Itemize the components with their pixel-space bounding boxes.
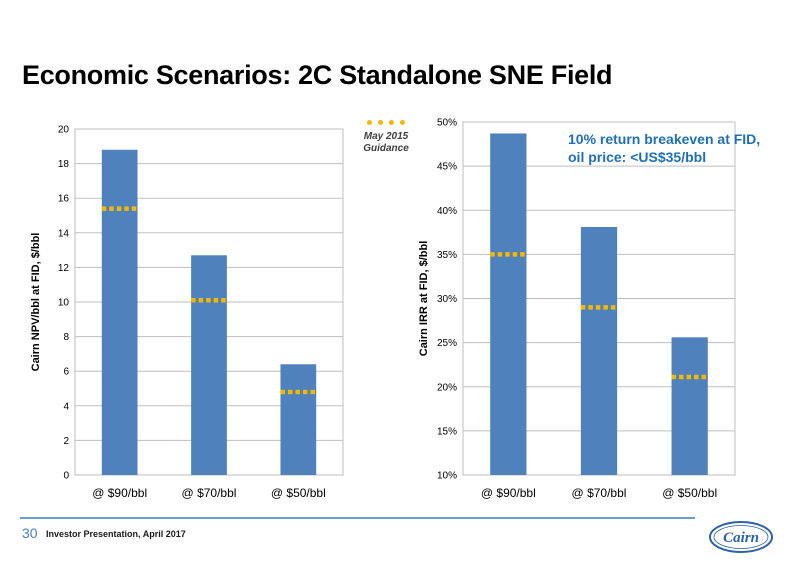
y-axis-label: Cairn IRR at FID, $/bbl — [418, 241, 430, 357]
y-tick-label: 45% — [437, 162, 457, 173]
guidance-legend-label-line2: Guidance — [363, 143, 409, 154]
y-axis-label: Cairn NPV/bbl at FID, $/bbl — [30, 233, 42, 372]
x-tick-label: @ $70/bbl — [182, 486, 237, 500]
y-tick-label: 20 — [58, 125, 70, 136]
x-tick-label: @ $70/bbl — [572, 486, 627, 500]
y-tick-label: 18 — [58, 159, 70, 170]
breakeven-annotation: 10% return breakeven at FID, oil price: … — [568, 130, 760, 166]
chart-legend: May 2015 Guidance — [350, 120, 422, 155]
y-tick-label: 8 — [63, 332, 69, 343]
y-tick-label: 6 — [63, 367, 69, 378]
y-tick-label: 50% — [437, 118, 457, 129]
y-tick-label: 0 — [63, 471, 69, 482]
x-tick-label: @ $90/bbl — [481, 486, 536, 500]
npv-chart: 0 2 4 6 8 10 12 14 16 18 20 @ $90/bbl @ $70/bbl @ $50… — [30, 125, 344, 500]
y-tick-label: 14 — [58, 228, 70, 239]
y-tick-label: 40% — [437, 206, 457, 217]
y-tick-label: 35% — [437, 250, 457, 261]
bar — [490, 133, 527, 475]
y-tick-label: 10 — [58, 298, 70, 309]
y-tick-label: 20% — [437, 382, 457, 393]
y-tick-label: 12 — [58, 263, 70, 274]
guidance-legend-swatch — [367, 120, 405, 125]
slide-title: Economic Scenarios: 2C Standalone SNE Fi… — [22, 60, 613, 90]
cairn-logo-text: Cairn — [723, 530, 759, 546]
y-tick-label: 2 — [63, 436, 69, 447]
y-tick-label: 16 — [58, 194, 70, 205]
page-number: 30 — [22, 525, 38, 541]
y-tick-label: 10% — [437, 471, 457, 482]
irr-chart: 10% 15% 20% 25% 30% 35% 40% 45% 50% @ $90/bbl @ $7… — [418, 118, 736, 500]
bar — [580, 227, 618, 475]
footer-divider — [20, 517, 695, 519]
y-tick-label: 25% — [437, 338, 457, 349]
cairn-logo: Cairn — [709, 521, 773, 553]
breakeven-annotation-line2: oil price: <US$35/bbl — [568, 149, 707, 165]
x-tick-label: @ $90/bbl — [92, 486, 147, 500]
bar — [101, 149, 138, 475]
y-tick-label: 15% — [437, 426, 457, 437]
y-tick-label: 30% — [437, 294, 457, 305]
bar — [191, 255, 227, 475]
x-tick-label: @ $50/bbl — [271, 486, 326, 500]
footer-text: Investor Presentation, April 2017 — [46, 529, 186, 539]
x-tick-label: @ $50/bbl — [662, 486, 717, 500]
breakeven-annotation-line1: 10% return breakeven at FID, — [568, 131, 761, 147]
bar — [671, 337, 708, 475]
bar — [280, 364, 317, 475]
y-tick-label: 4 — [63, 401, 69, 412]
guidance-legend-label: May 2015 Guidance — [350, 131, 422, 155]
guidance-legend-label-line1: May 2015 — [363, 131, 409, 142]
